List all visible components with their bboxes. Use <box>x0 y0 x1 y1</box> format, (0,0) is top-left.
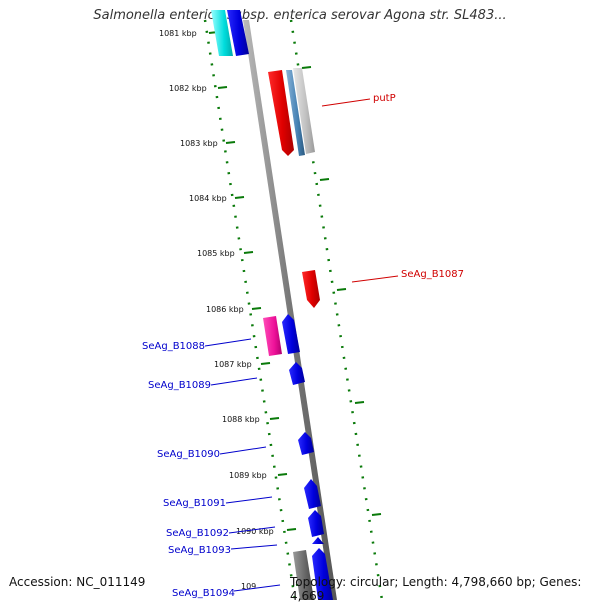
reverse-cds-seag-b1089 <box>289 362 305 385</box>
reverse-cds-seag-b1090 <box>298 432 314 455</box>
pink-feature <box>263 316 282 356</box>
leader-line <box>210 377 258 386</box>
reverse-cds-top <box>227 10 249 56</box>
genome-stats-text: Topology: circular; Length: 4,798,660 bp… <box>290 575 582 603</box>
tick-label: 1084 kbp <box>189 194 227 203</box>
feature-label-seag-b1092[interactable]: SeAg_B1092 <box>166 528 229 539</box>
feature-label-seag-b1093[interactable]: SeAg_B1093 <box>168 545 231 556</box>
tick-label: 1089 kbp <box>229 471 267 480</box>
tick-label: 1083 kbp <box>180 139 218 148</box>
tick-label: 1085 kbp <box>197 249 235 258</box>
tick-label: 109 <box>241 582 256 591</box>
genome-backbone <box>243 20 337 600</box>
leader-line <box>230 544 278 550</box>
tick-label: 1087 kbp <box>214 360 252 369</box>
reverse-cds-seag-b1092 <box>308 510 324 537</box>
feature-label-seag-b1088[interactable]: SeAg_B1088 <box>142 341 205 352</box>
reverse-cds-seag-b1088 <box>282 314 300 354</box>
feature-label-seag-b1087[interactable]: SeAg_B1087 <box>401 269 464 280</box>
feature-label-putP[interactable]: putP <box>373 93 396 104</box>
reverse-cds-seag-b1091 <box>304 479 321 509</box>
leader-line <box>228 526 276 534</box>
feature-label-seag-b1089[interactable]: SeAg_B1089 <box>148 380 211 391</box>
dark-gray-feature <box>293 550 314 600</box>
feature-label-seag-b1090[interactable]: SeAg_B1090 <box>157 449 220 460</box>
map-title: Salmonella enterica subsp. enterica sero… <box>93 8 507 23</box>
feature-label-seag-b1091[interactable]: SeAg_B1091 <box>163 498 226 509</box>
forward-cds-seag-b1087 <box>302 270 320 308</box>
leader-line <box>219 446 267 455</box>
cyan-feature <box>211 10 233 56</box>
tick-label: 1082 kbp <box>169 84 207 93</box>
accession-text: Accession: NC_011149 <box>9 575 146 589</box>
reverse-cds-seag-b1094 <box>312 548 333 600</box>
gray-feature <box>293 68 315 154</box>
leader-line <box>351 275 399 283</box>
leader-line <box>321 98 371 107</box>
tick-label: 1081 kbp <box>159 29 197 38</box>
feature-label-seag-b1094[interactable]: SeAg_B1094 <box>172 588 235 599</box>
reverse-cds-seag-b1093 <box>312 537 324 544</box>
leader-line <box>233 584 281 592</box>
tick-label: 1088 kbp <box>222 415 260 424</box>
forward-cds-putP <box>268 70 294 156</box>
tick-label: 1090 kbp <box>236 527 274 536</box>
leader-line <box>204 338 252 347</box>
steelblue-feature <box>286 70 305 156</box>
tick-label: 1086 kbp <box>206 305 244 314</box>
leader-line <box>225 496 273 504</box>
